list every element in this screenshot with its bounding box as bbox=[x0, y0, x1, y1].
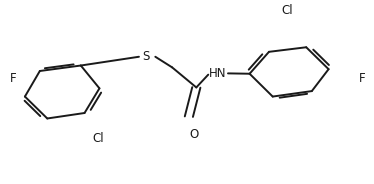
Text: Cl: Cl bbox=[282, 4, 294, 17]
Text: F: F bbox=[10, 72, 16, 85]
Text: Cl: Cl bbox=[92, 132, 104, 145]
Text: O: O bbox=[189, 128, 198, 141]
Text: S: S bbox=[142, 50, 150, 63]
Text: F: F bbox=[358, 72, 365, 85]
Text: HN: HN bbox=[209, 67, 226, 80]
